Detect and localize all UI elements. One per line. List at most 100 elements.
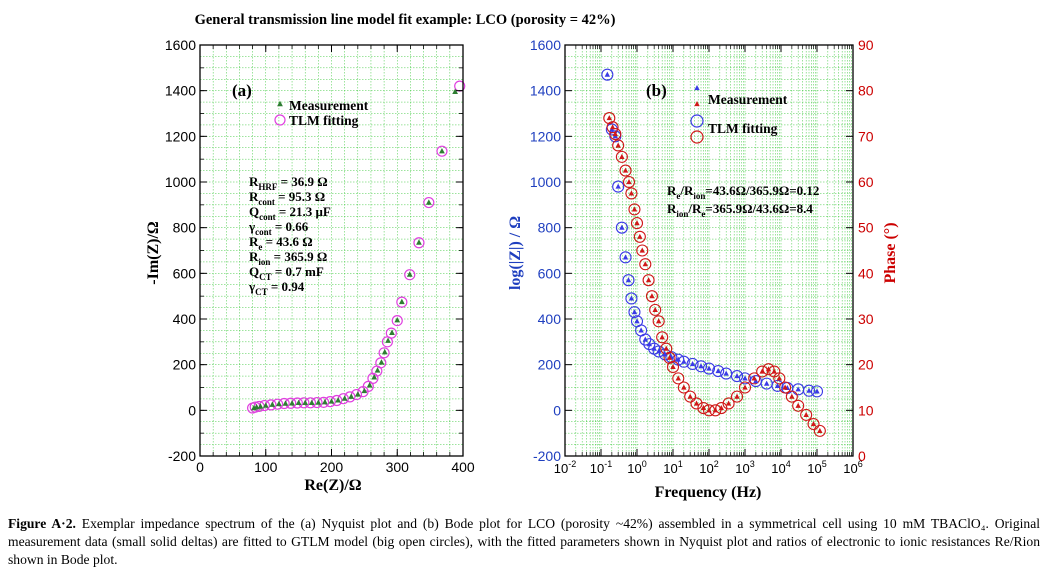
measurement-point [385,337,391,343]
legend-fit-label: TLM fitting [289,113,359,128]
legend-magnitude-measurement [694,85,700,91]
y-tick-label: 1600 [165,37,196,53]
y-tick-label: 200 [538,357,562,373]
plot-area [247,80,466,414]
phase-measurement-point [810,421,817,427]
x-tick-label: 300 [386,459,410,475]
measurement-point [322,398,328,405]
y2-tick-label: 60 [858,174,874,190]
measurement-point [439,147,445,154]
phase-fit-point [606,121,619,134]
y-tick-label: 1000 [165,174,196,190]
phase-measurement-point [706,407,712,413]
phase-measurement-point [645,277,652,283]
y2-tick-label: 20 [858,357,874,373]
magnitude-measurement-point [604,71,611,77]
phase-fit-point [639,258,652,271]
phase-fit-point [636,244,649,257]
measurement-point [425,199,432,205]
phase-fit-point [773,372,786,385]
measurement-point [416,239,422,245]
x-tick-label: 105 [807,459,826,476]
measurement-point [315,399,322,405]
phase-measurement-point [789,393,795,399]
phase-measurement-point [663,345,669,351]
magnitude-measurement-point [742,375,748,381]
measurement-point [269,401,276,407]
y2-tick-label: 80 [858,83,874,99]
phase-measurement-point [782,384,788,390]
phase-measurement-point [693,400,700,406]
legend-measurement-marker [277,100,283,107]
parameter-line: γcont = 0.66 [248,219,309,237]
magnitude-fit-point [643,338,656,351]
phase-fit-point [813,424,826,437]
measurement-point [389,329,395,335]
caption-label: Figure A·2. [8,516,76,531]
fit-point [404,269,416,281]
measurement-point [335,397,341,403]
magnitude-fit-point [652,345,665,358]
phase-fit-point [633,230,646,243]
legend-magnitude-fit [690,114,704,128]
x-tick-label: 0 [196,459,204,475]
magnitude-fit-point [712,365,725,378]
magnitude-fit-point [694,360,708,373]
y2-tick-label: 0 [858,448,866,464]
x-tick-label: 104 [771,459,790,476]
phase-measurement-point [759,368,765,374]
y2-tick-label: 10 [858,402,874,418]
legend-fit-label: TLM fitting [708,121,778,136]
y2-tick-label: 70 [858,128,874,144]
phase-fit-point [807,417,820,431]
phase-fit-point [800,408,813,421]
phase-measurement-point [771,368,777,374]
magnitude-fit-point [802,384,816,397]
caption-text: Exemplar impedance spectrum of the (a) N… [8,516,1040,567]
magnitude-measurement-point [619,224,625,230]
phase-fit-point [645,290,658,303]
y-tick-label: 0 [188,402,196,418]
measurement-point [381,348,388,355]
phase-measurement-point [631,206,638,212]
magnitude-fit-point [601,68,614,81]
parameter-line: QCT = 0.7 mF [249,264,324,282]
magnitude-measurement-point [638,327,644,333]
magnitude-measurement-point [715,368,721,374]
phase-fit-point [609,128,622,141]
measurement-point [378,359,385,365]
magnitude-fit-point [619,251,632,264]
magnitude-measurement-point [706,365,712,371]
phase-measurement-point [639,247,645,253]
y2-tick-label: 30 [858,311,874,327]
fit-point [375,357,387,369]
y2-axis-label: Phase (°) [882,222,899,283]
phase-fit-point [612,139,625,152]
figure-caption: Figure A·2. Exemplar impedance spectrum … [8,515,1040,569]
fit-point [436,145,448,157]
fit-point [385,327,397,339]
panel-label: (b) [646,81,667,100]
y-axis-label: log(|Z|) / Ω [507,216,524,290]
parameter-line: γCT = 0.94 [248,279,305,297]
phase-fit-point [666,360,680,374]
measurement-point [257,403,264,409]
ratio-line: Re/Rion=43.6Ω/365.9Ω=0.12 [667,183,819,201]
x-tick-label: 101 [663,459,682,476]
magnitude-fit-point [702,362,716,375]
fit-point [378,347,390,359]
x-tick-label: 100 [627,459,646,476]
magnitude-measurement-point [681,358,687,364]
phase-measurement-point [659,334,665,340]
parameter-line: Rcont = 95.3 Ω [249,189,325,207]
phase-measurement-point [649,293,655,299]
magnitude-fit-point [810,385,824,398]
measurement-point [452,88,458,95]
phase-fit-point [684,390,697,403]
measurement-point [289,400,295,406]
phase-measurement-point [619,153,625,159]
measurement-point [398,298,405,305]
fit-point [391,314,403,327]
y-tick-label: -200 [533,448,561,464]
